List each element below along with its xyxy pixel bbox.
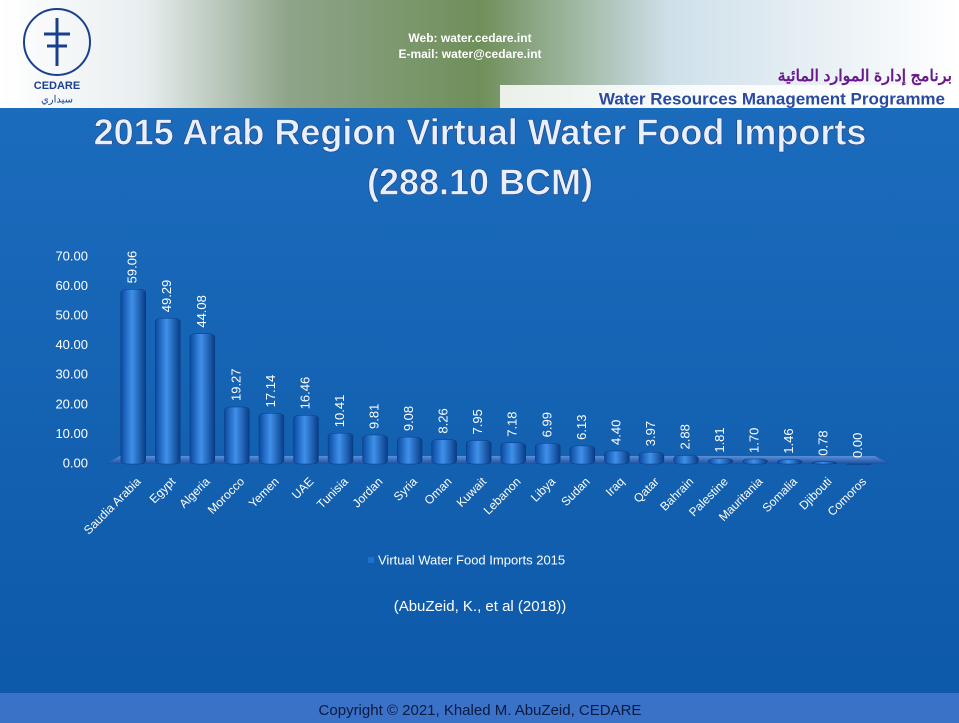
y-tick-label: 30.00	[55, 367, 88, 382]
bar	[742, 458, 768, 465]
bar	[362, 434, 388, 465]
data-label: 49.29	[159, 280, 174, 313]
data-label: 9.81	[367, 404, 382, 429]
bar	[189, 333, 216, 465]
bar	[120, 289, 146, 465]
chart-title: 2015 Arab Region Virtual Water Food Impo…	[94, 112, 867, 153]
data-label: 19.27	[228, 368, 243, 401]
logo-symbol	[44, 18, 70, 66]
data-label: 44.08	[194, 295, 209, 328]
data-label: 1.46	[781, 428, 796, 453]
data-label: 4.40	[608, 420, 623, 445]
chart-floor	[105, 456, 890, 464]
data-label: 8.26	[436, 408, 451, 433]
header-strip	[500, 85, 959, 108]
copyright: Copyright © 2021, Khaled M. AbuZeid, CED…	[319, 702, 642, 719]
logo-arabic: سيداري	[41, 95, 73, 106]
data-label: 6.99	[539, 412, 554, 437]
data-label: 6.13	[574, 415, 589, 440]
data-label: 9.08	[401, 406, 416, 431]
data-label: 59.06	[125, 251, 140, 284]
y-tick-label: 40.00	[55, 337, 88, 352]
header-program: Water Resources Management Programme	[599, 89, 945, 108]
data-label: 0.78	[816, 430, 831, 455]
chart-subtitle: (288.10 BCM)	[367, 162, 593, 203]
logo-ring	[23, 8, 91, 76]
data-label: 2.88	[677, 424, 692, 449]
data-label: 17.14	[263, 375, 278, 408]
bar	[638, 452, 665, 465]
header-arabic: برنامج إدارة الموارد المائية	[778, 68, 952, 86]
bar	[293, 415, 319, 465]
logo-text: CEDARE	[34, 80, 80, 92]
bar	[776, 459, 803, 465]
data-label: 1.70	[747, 428, 762, 453]
bar	[327, 432, 354, 465]
bar	[811, 461, 837, 465]
bar	[500, 442, 526, 465]
y-tick-label: 10.00	[55, 426, 88, 441]
bar	[846, 463, 872, 465]
y-tick-label: 60.00	[55, 278, 88, 293]
legend-swatch	[368, 557, 374, 563]
bar	[431, 439, 457, 465]
data-label: 3.97	[643, 421, 658, 446]
data-label: 10.41	[332, 395, 347, 428]
y-tick-label: 0.00	[63, 455, 88, 470]
bar	[258, 413, 285, 465]
header-email: E-mail: water@cedare.int	[398, 47, 541, 61]
y-tick-label: 50.00	[55, 308, 88, 323]
annotation: (AbuZeid, K., et al (2018))	[394, 598, 567, 615]
bar	[396, 436, 423, 465]
legend-label: Virtual Water Food Imports 2015	[378, 552, 565, 567]
data-label: 1.81	[712, 427, 727, 452]
data-label: 16.46	[297, 377, 312, 410]
y-tick-label: 70.00	[55, 248, 88, 263]
header-web: Web: water.cedare.int	[408, 31, 531, 45]
bar	[535, 443, 561, 465]
data-label: 0.00	[850, 433, 865, 458]
footer-bar	[0, 693, 959, 723]
y-tick-label: 20.00	[55, 396, 88, 411]
data-label: 7.18	[505, 411, 520, 436]
bar	[707, 458, 734, 465]
bar	[466, 440, 492, 465]
bar	[673, 455, 699, 465]
bar	[569, 445, 596, 465]
bar	[604, 450, 630, 465]
bar	[224, 406, 250, 465]
data-label: 7.95	[470, 409, 485, 434]
bar	[155, 317, 181, 465]
